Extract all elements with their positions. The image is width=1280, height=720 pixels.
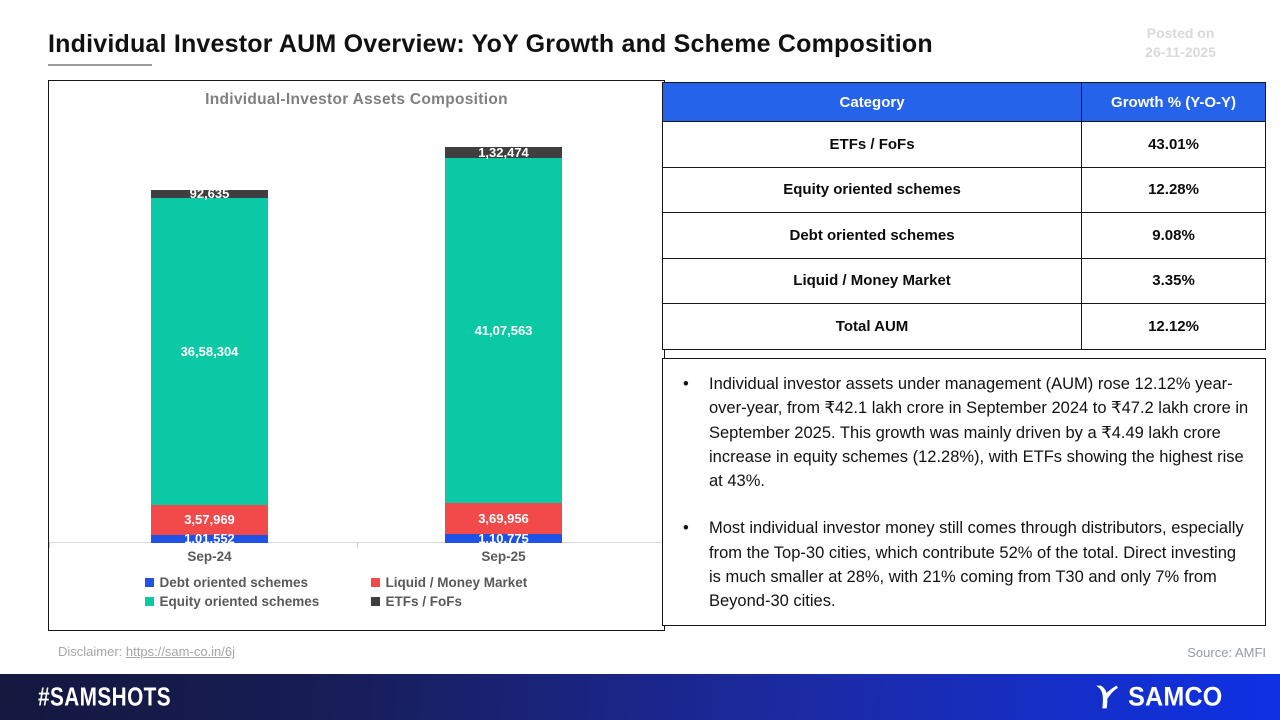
legend-label: Liquid / Money Market (385, 575, 528, 590)
legend-label: Debt oriented schemes (159, 575, 309, 590)
stacked-bar-Sep-25: 1,10,775 3,69,956 41,07,563 1,32,474 (445, 145, 562, 546)
posted-on-label: Posted on (1146, 25, 1215, 41)
source-note: Source: AMFI (1187, 645, 1266, 660)
bar-segment-label: 41,07,563 (474, 322, 533, 338)
bar-segment: 41,07,563 (445, 158, 562, 503)
growth-cell: 43.01% (1081, 121, 1266, 168)
bar-plot: 1,01,552 3,57,969 36,58,304 92,635 Sep-24 1,1… (49, 81, 664, 564)
growth-cell: 9.08% (1081, 212, 1266, 259)
posted-on-value: 26-11-2025 (1145, 44, 1216, 60)
growth-table: Category Growth % (Y-O-Y) ETFs / FoFs 43.… (661, 82, 1266, 350)
samco-logo: SAMCO (1093, 682, 1223, 713)
bullet-list: • Individual investor assets under manage… (673, 372, 1249, 613)
bar-segment: 36,58,304 (151, 197, 268, 505)
bar-segment: 3,69,956 (445, 502, 562, 534)
category-cell: Equity oriented schemes (661, 166, 1083, 213)
legend-marker (144, 578, 154, 587)
table-row: Equity oriented schemes 12.28% (661, 166, 1266, 213)
x-axis-label: Sep-24 (187, 549, 232, 564)
samshots-hashtag: #SAMSHOTS (38, 681, 172, 712)
table-header-category: Category (661, 82, 1083, 122)
category-cell: Liquid / Money Market (661, 257, 1083, 304)
category-cell: Total AUM (661, 303, 1083, 350)
bar-segment: 1,32,474 (445, 145, 562, 161)
table-header-row: Category Growth % (Y-O-Y) (661, 82, 1266, 122)
bullet-marker: • (683, 375, 689, 393)
category-cell: Debt oriented schemes (661, 212, 1083, 259)
bar-segment: 92,635 (151, 186, 268, 201)
bar-segment-label: 1,01,552 (184, 531, 235, 547)
table-row: Total AUM 12.12% (661, 303, 1266, 350)
x-axis-line (49, 542, 664, 543)
table-row: Debt oriented schemes 9.08% (661, 212, 1266, 259)
chart-panel: Individual-Investor Assets Composition 1… (48, 80, 665, 631)
bullet-text: Most individual investor money still com… (709, 519, 1244, 610)
stacked-bar-Sep-24: 1,01,552 3,57,969 36,58,304 92,635 (151, 186, 268, 546)
growth-table-body: ETFs / FoFs 43.01% Equity oriented schemes… (661, 121, 1266, 350)
bar-segment-label: 36,58,304 (180, 343, 239, 359)
bullet-item: • Individual investor assets under manage… (673, 372, 1249, 493)
chart-legend: Debt oriented schemes Liquid / Money Mark… (49, 575, 664, 609)
bar-segment-label: 1,32,474 (478, 145, 529, 161)
page-title: Individual Investor AUM Overview: YoY Gr… (48, 30, 933, 58)
disclaimer-link[interactable]: https://sam-co.in/6j (125, 644, 236, 659)
footer-bar: #SAMSHOTS SAMCO (0, 674, 1280, 720)
x-axis-label: Sep-25 (481, 549, 526, 564)
bullet-item: • Most individual investor money still co… (673, 516, 1249, 613)
bar-segment: 1,01,552 (151, 531, 268, 546)
posted-on-date: Posted on 26-11-2025 (1145, 24, 1216, 62)
bar-segment-label: 92,635 (189, 186, 230, 202)
summary-panel: • Individual investor assets under manage… (662, 358, 1266, 626)
bar-segment: 3,57,969 (151, 504, 268, 535)
legend-item: Debt oriented schemes (144, 575, 371, 590)
table-header-growth: Growth % (Y-O-Y) (1081, 82, 1266, 122)
bar-segment-label: 3,69,956 (478, 510, 529, 526)
bar-segment-label: 3,57,969 (184, 512, 235, 527)
category-cell: ETFs / FoFs (661, 121, 1083, 168)
table-row: Liquid / Money Market 3.35% (661, 257, 1266, 304)
axis-tick (356, 543, 358, 548)
growth-cell: 12.12% (1081, 303, 1266, 350)
growth-cell: 3.35% (1081, 257, 1266, 304)
samco-wordmark: SAMCO (1127, 681, 1222, 712)
bar-segment: 1,10,775 (445, 530, 562, 546)
table-row: ETFs / FoFs 43.01% (661, 121, 1266, 168)
chart-title: Individual-Investor Assets Composition (205, 91, 508, 108)
legend-marker (370, 578, 380, 587)
title-underline (48, 64, 152, 66)
bullet-marker: • (683, 519, 689, 538)
samco-logo-icon (1093, 684, 1118, 711)
growth-cell: 12.28% (1081, 166, 1266, 213)
bullet-text: Individual investor assets under managem… (709, 375, 1249, 490)
legend-item: Equity oriented schemes (144, 594, 371, 609)
legend-marker (144, 597, 154, 606)
legend-item: Liquid / Money Market (370, 575, 569, 590)
axis-tick (49, 543, 50, 548)
disclaimer-label: Disclaimer: (58, 644, 126, 659)
legend-item: ETFs / FoFs (370, 594, 569, 609)
disclaimer: Disclaimer: https://sam-co.in/6j (58, 644, 235, 659)
bar-segment-label: 1,10,775 (478, 530, 529, 546)
legend-marker (370, 597, 380, 606)
legend-label: ETFs / FoFs (385, 594, 463, 609)
legend-label: Equity oriented schemes (159, 594, 320, 609)
